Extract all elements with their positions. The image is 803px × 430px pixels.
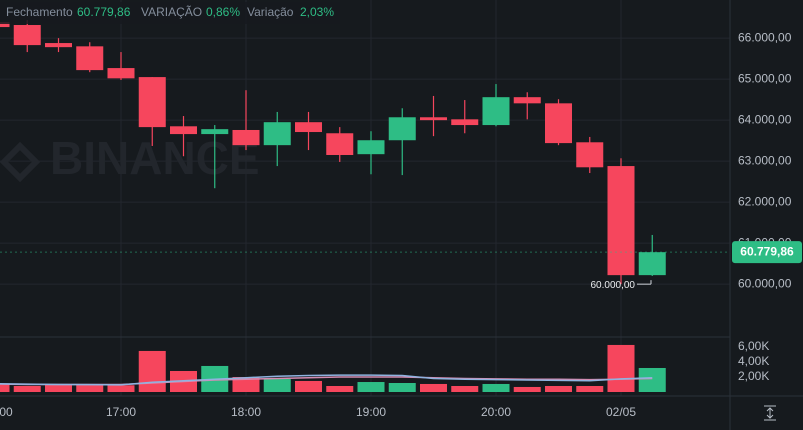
candle-body: [638, 252, 666, 276]
candle-body: [388, 117, 416, 141]
candle-body: [357, 140, 385, 155]
volume-bar: [13, 385, 41, 392]
y-tick-label: 66.000,00: [738, 30, 792, 44]
volume-bar: [357, 382, 385, 392]
x-tick-label: 00: [0, 405, 13, 419]
y-tick-label: 64.000,00: [738, 112, 792, 126]
candle-body: [482, 97, 510, 126]
volume-bar: [607, 344, 635, 392]
candle-body: [451, 119, 479, 126]
change-value: 0,86%: [206, 5, 240, 19]
volume-tick-label: 4,00K: [738, 354, 769, 368]
volume-bar: [576, 385, 604, 392]
candle-body: [263, 122, 291, 146]
y-tick-label: 63.000,00: [738, 153, 792, 167]
y-tick-label: 60.000,00: [738, 276, 792, 290]
volume-bar: [45, 385, 72, 392]
volume-bar: [326, 385, 354, 392]
volume-bar: [482, 383, 510, 392]
candle-body: [513, 97, 541, 104]
x-tick-label: 19:00: [356, 405, 386, 419]
candle-body: [76, 46, 104, 71]
volume-bar: [0, 383, 10, 392]
change-label: VARIAÇÃO: [141, 5, 202, 19]
candle-body: [326, 133, 354, 155]
candle-body: [107, 68, 135, 79]
candle-body: [607, 166, 635, 276]
last-price-box: [732, 241, 802, 264]
volume-bar: [76, 385, 104, 392]
y-tick-label: 62.000,00: [738, 194, 792, 208]
volume-ma-line: [0, 374, 653, 386]
low-marker-label: 60.000,00: [591, 280, 636, 291]
marks: 60.000,00: [0, 20, 666, 392]
last-price-label: 60.779,86: [740, 244, 794, 258]
watermark-logo: [0, 141, 41, 183]
header-bg: [0, 2, 340, 24]
candle-body: [0, 22, 10, 28]
candle-body: [232, 129, 260, 146]
volume-bar: [107, 385, 135, 392]
volume-tick-label: 6,00K: [738, 339, 769, 353]
candle-body: [13, 25, 41, 46]
candle-body: [138, 77, 166, 128]
volume-bar: [295, 380, 322, 392]
candle-body: [420, 117, 447, 121]
candle-body: [45, 43, 72, 48]
volume-bar: [388, 382, 416, 392]
axes: 60.000,0061.000,0062.000,0063.000,0064.0…: [0, 30, 802, 419]
watermark: BINANCE: [50, 132, 260, 184]
volume-bar: [138, 350, 166, 392]
volume-bar: [263, 379, 291, 392]
candle-body: [201, 129, 229, 135]
x-tick-label: 20:00: [481, 405, 511, 419]
close-value: 60.779,86: [77, 5, 131, 19]
x-tick-label: 18:00: [231, 405, 261, 419]
volume-tick-label: 2,00K: [738, 369, 769, 383]
candle-body: [170, 126, 197, 135]
axis-settings-icon[interactable]: [764, 405, 776, 421]
close-label: Fechamento: [6, 5, 73, 19]
x-tick-label: 17:00: [106, 405, 136, 419]
volume-bar: [420, 383, 447, 392]
candle-body: [576, 142, 604, 168]
y-tick-label: 65.000,00: [738, 71, 792, 85]
volume-bar: [513, 386, 541, 392]
candle-body: [545, 103, 572, 144]
candle-body: [295, 122, 322, 133]
volume-bar: [545, 385, 572, 392]
volume-bar: [451, 385, 479, 392]
variation-value: 2,03%: [300, 5, 334, 19]
variation-label: Variação: [247, 5, 294, 19]
volume-bar: [638, 367, 666, 392]
volume-bar: [232, 376, 260, 392]
x-tick-label: 02/05: [606, 405, 636, 419]
